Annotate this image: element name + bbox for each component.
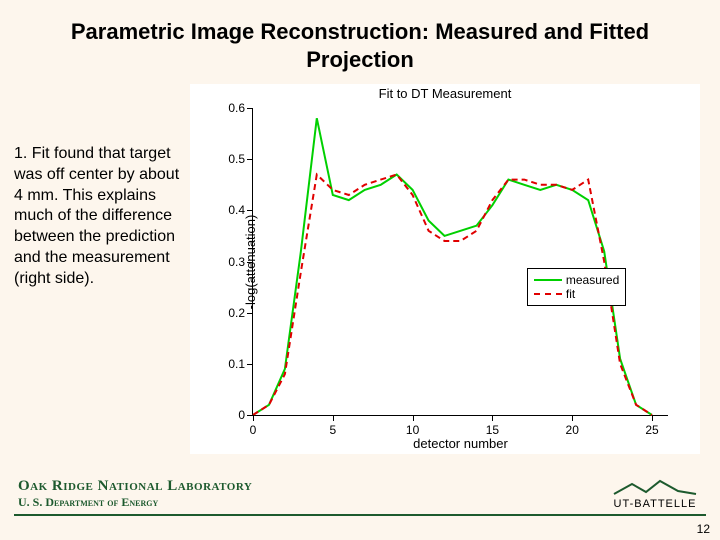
y-tick	[247, 313, 253, 314]
legend-swatch	[534, 293, 562, 295]
y-tick-label: 0.4	[228, 203, 245, 217]
footer-rule	[14, 514, 706, 516]
series-measured	[253, 118, 652, 415]
legend-item: fit	[534, 287, 619, 301]
y-tick-label: 0.1	[228, 357, 245, 371]
x-axis-label: detector number	[413, 436, 508, 451]
legend-item: measured	[534, 273, 619, 287]
logo-mountain-icon	[612, 478, 698, 498]
footer-doe: U. S. Department of Energy	[18, 495, 252, 510]
x-tick-label: 5	[329, 423, 336, 437]
chart-title: Fit to DT Measurement	[190, 84, 700, 101]
y-tick-label: 0	[238, 408, 245, 422]
x-tick	[413, 415, 414, 421]
x-tick	[572, 415, 573, 421]
legend-label: measured	[566, 273, 619, 287]
y-tick	[247, 262, 253, 263]
logo-text: UT-BATTELLE	[612, 498, 698, 510]
footer-lab: Oak Ridge National Laboratory	[18, 478, 252, 495]
y-tick-label: 0.5	[228, 152, 245, 166]
y-tick-label: 0.2	[228, 306, 245, 320]
footer: Oak Ridge National Laboratory U. S. Depa…	[18, 478, 252, 510]
page-number: 12	[697, 522, 710, 536]
logo: UT-BATTELLE	[612, 478, 698, 510]
plot-area: -log(attenuation) detector number measur…	[252, 108, 668, 416]
x-tick	[652, 415, 653, 421]
y-tick	[247, 210, 253, 211]
x-tick-label: 25	[645, 423, 658, 437]
legend-swatch	[534, 279, 562, 281]
x-tick-label: 0	[250, 423, 257, 437]
chart-lines	[253, 108, 668, 415]
y-tick	[247, 159, 253, 160]
y-tick-label: 0.6	[228, 101, 245, 115]
x-tick	[253, 415, 254, 421]
x-tick-label: 15	[486, 423, 499, 437]
y-tick-label: 0.3	[228, 255, 245, 269]
chart: Fit to DT Measurement -log(attenuation) …	[190, 84, 700, 454]
content-area: 1. Fit found that target was off center …	[14, 84, 706, 470]
legend: measuredfit	[527, 268, 626, 306]
y-tick	[247, 364, 253, 365]
legend-label: fit	[566, 287, 575, 301]
x-tick	[333, 415, 334, 421]
y-tick	[247, 108, 253, 109]
slide-title: Parametric Image Reconstruction: Measure…	[0, 0, 720, 77]
side-note: 1. Fit found that target was off center …	[14, 144, 184, 290]
x-tick	[492, 415, 493, 421]
x-tick-label: 10	[406, 423, 419, 437]
x-tick-label: 20	[566, 423, 579, 437]
